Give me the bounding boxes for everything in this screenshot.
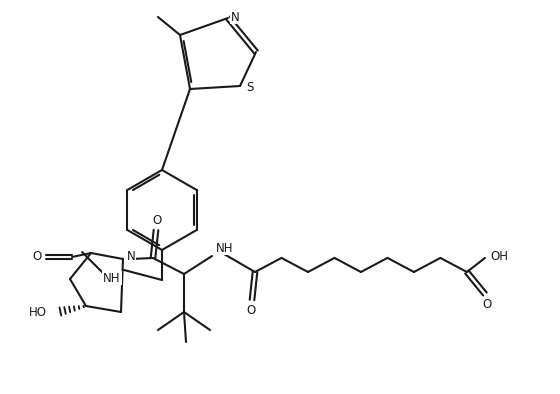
Text: N: N — [231, 11, 239, 24]
Text: O: O — [482, 297, 492, 310]
Text: O: O — [32, 251, 41, 264]
Text: HO: HO — [29, 305, 47, 318]
Text: O: O — [246, 303, 255, 316]
Text: S: S — [246, 80, 254, 93]
Text: OH: OH — [490, 249, 508, 262]
Text: N: N — [127, 251, 136, 264]
Text: NH: NH — [216, 242, 234, 255]
Text: NH: NH — [103, 271, 121, 284]
Text: O: O — [152, 214, 162, 227]
